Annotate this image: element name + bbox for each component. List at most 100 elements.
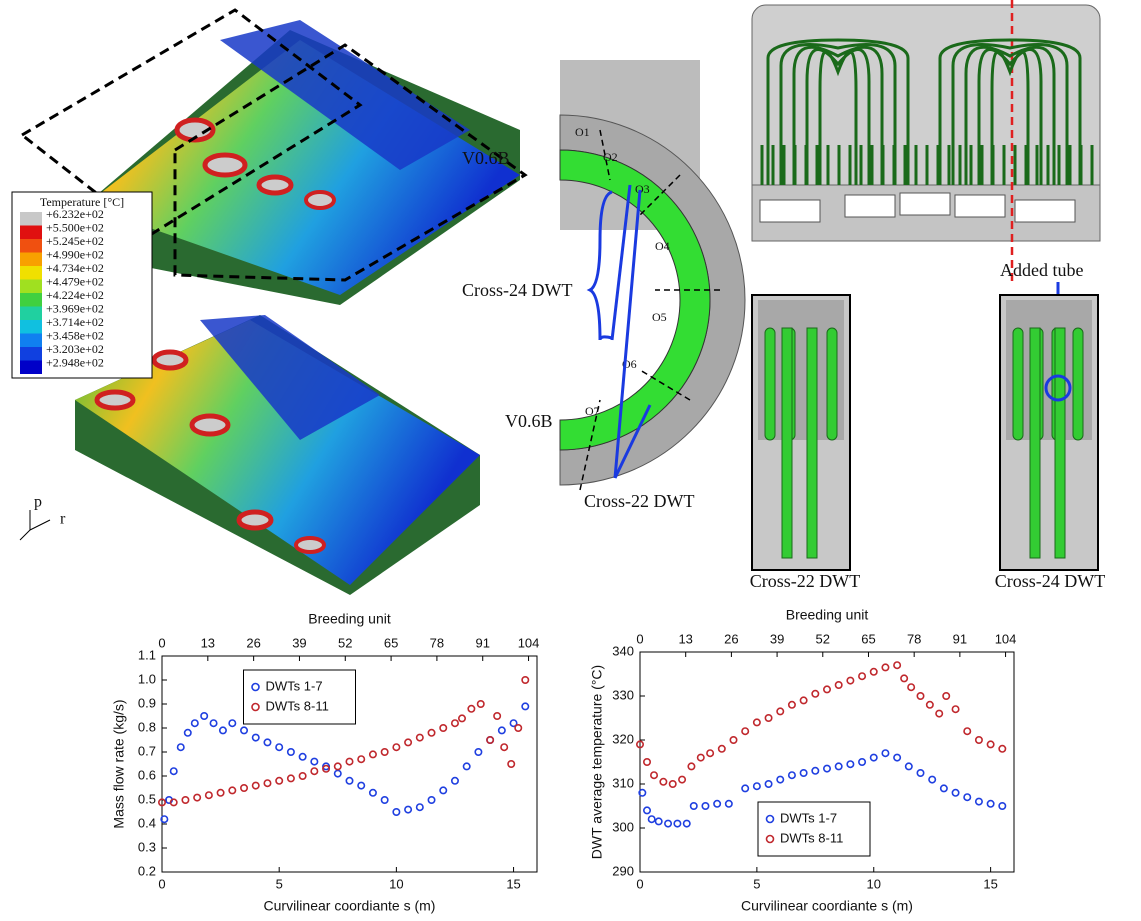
- point: [229, 787, 235, 793]
- point: [674, 820, 680, 826]
- point: [730, 737, 736, 743]
- point: [299, 754, 305, 760]
- point: [405, 806, 411, 812]
- point: [478, 701, 484, 707]
- point: [178, 744, 184, 750]
- point: [201, 713, 207, 719]
- point: [824, 765, 830, 771]
- x2-tick-label: 52: [338, 635, 352, 650]
- point: [358, 756, 364, 762]
- panel-caption: Cross-22 DWT: [750, 571, 861, 591]
- legend-label: +4.990e+02: [46, 247, 104, 261]
- x2-tick-label: 78: [430, 635, 444, 650]
- tube: [782, 328, 792, 558]
- point: [393, 744, 399, 750]
- o-label: O2: [603, 150, 618, 164]
- point: [522, 703, 528, 709]
- point: [264, 780, 270, 786]
- y-axis-label: DWT average temperature (°C): [589, 665, 605, 859]
- y-axis-label: Mass flow rate (kg/s): [111, 699, 127, 828]
- tube: [1013, 328, 1023, 440]
- point: [812, 768, 818, 774]
- point: [742, 728, 748, 734]
- v-label: V0.6B: [505, 411, 553, 431]
- swatch: [20, 334, 42, 348]
- y-tick-label: 290: [612, 863, 634, 878]
- point: [311, 758, 317, 764]
- tube: [827, 328, 837, 440]
- point: [927, 702, 933, 708]
- tube: [1073, 328, 1083, 440]
- y-tick-label: 330: [612, 687, 634, 702]
- point: [665, 820, 671, 826]
- point: [835, 763, 841, 769]
- point: [311, 768, 317, 774]
- y-tick-label: 1.0: [138, 671, 156, 686]
- point: [943, 693, 949, 699]
- x2-tick-label: 0: [636, 631, 643, 646]
- point: [276, 744, 282, 750]
- point: [707, 750, 713, 756]
- swatch: [20, 253, 42, 267]
- x2-tick-label: 13: [678, 631, 692, 646]
- point: [288, 775, 294, 781]
- o-label: O1: [575, 125, 590, 139]
- manifold-box: [955, 195, 1005, 217]
- point: [917, 693, 923, 699]
- o-label: O4: [655, 239, 670, 253]
- point: [999, 746, 1005, 752]
- legend-label: +5.500e+02: [46, 220, 104, 234]
- manifold-box: [1015, 200, 1075, 222]
- point: [229, 720, 235, 726]
- added-tube-label: Added tube: [1000, 260, 1083, 280]
- tube: [765, 328, 775, 440]
- point: [253, 734, 259, 740]
- x-axis-label: Curvilinear coordiante s (m): [264, 898, 436, 914]
- point: [194, 794, 200, 800]
- legend-label: +6.232e+02: [46, 207, 104, 221]
- x2-tick-label: 52: [816, 631, 830, 646]
- x-tick-label: 10: [867, 876, 881, 891]
- cross24-label: Cross-24 DWT: [462, 280, 573, 300]
- tube: [1030, 328, 1040, 558]
- point: [882, 750, 888, 756]
- point: [800, 770, 806, 776]
- point: [976, 737, 982, 743]
- point: [171, 768, 177, 774]
- swatch: [20, 280, 42, 294]
- y-tick-label: 0.5: [138, 791, 156, 806]
- point: [253, 782, 259, 788]
- point: [941, 785, 947, 791]
- point: [381, 749, 387, 755]
- point: [381, 797, 387, 803]
- point: [871, 754, 877, 760]
- point: [452, 720, 458, 726]
- point: [688, 763, 694, 769]
- point: [393, 809, 399, 815]
- point: [698, 754, 704, 760]
- point: [765, 715, 771, 721]
- point: [964, 728, 970, 734]
- point: [206, 792, 212, 798]
- legend-label: DWTs 8-11: [780, 830, 843, 845]
- panel-caption: Cross-24 DWT: [995, 571, 1106, 591]
- triad-lines: [20, 510, 50, 540]
- point: [499, 727, 505, 733]
- point: [929, 776, 935, 782]
- x2-tick-label: 39: [770, 631, 784, 646]
- point: [192, 720, 198, 726]
- swatch: [20, 307, 42, 321]
- point: [670, 781, 676, 787]
- point: [494, 713, 500, 719]
- point: [789, 772, 795, 778]
- point: [417, 804, 423, 810]
- point: [501, 744, 507, 750]
- point: [299, 773, 305, 779]
- point: [428, 730, 434, 736]
- point: [835, 682, 841, 688]
- manifold-box: [760, 200, 820, 222]
- point: [777, 776, 783, 782]
- point: [906, 763, 912, 769]
- x-axis-label: Curvilinear coordiante s (m): [741, 898, 913, 914]
- point: [644, 807, 650, 813]
